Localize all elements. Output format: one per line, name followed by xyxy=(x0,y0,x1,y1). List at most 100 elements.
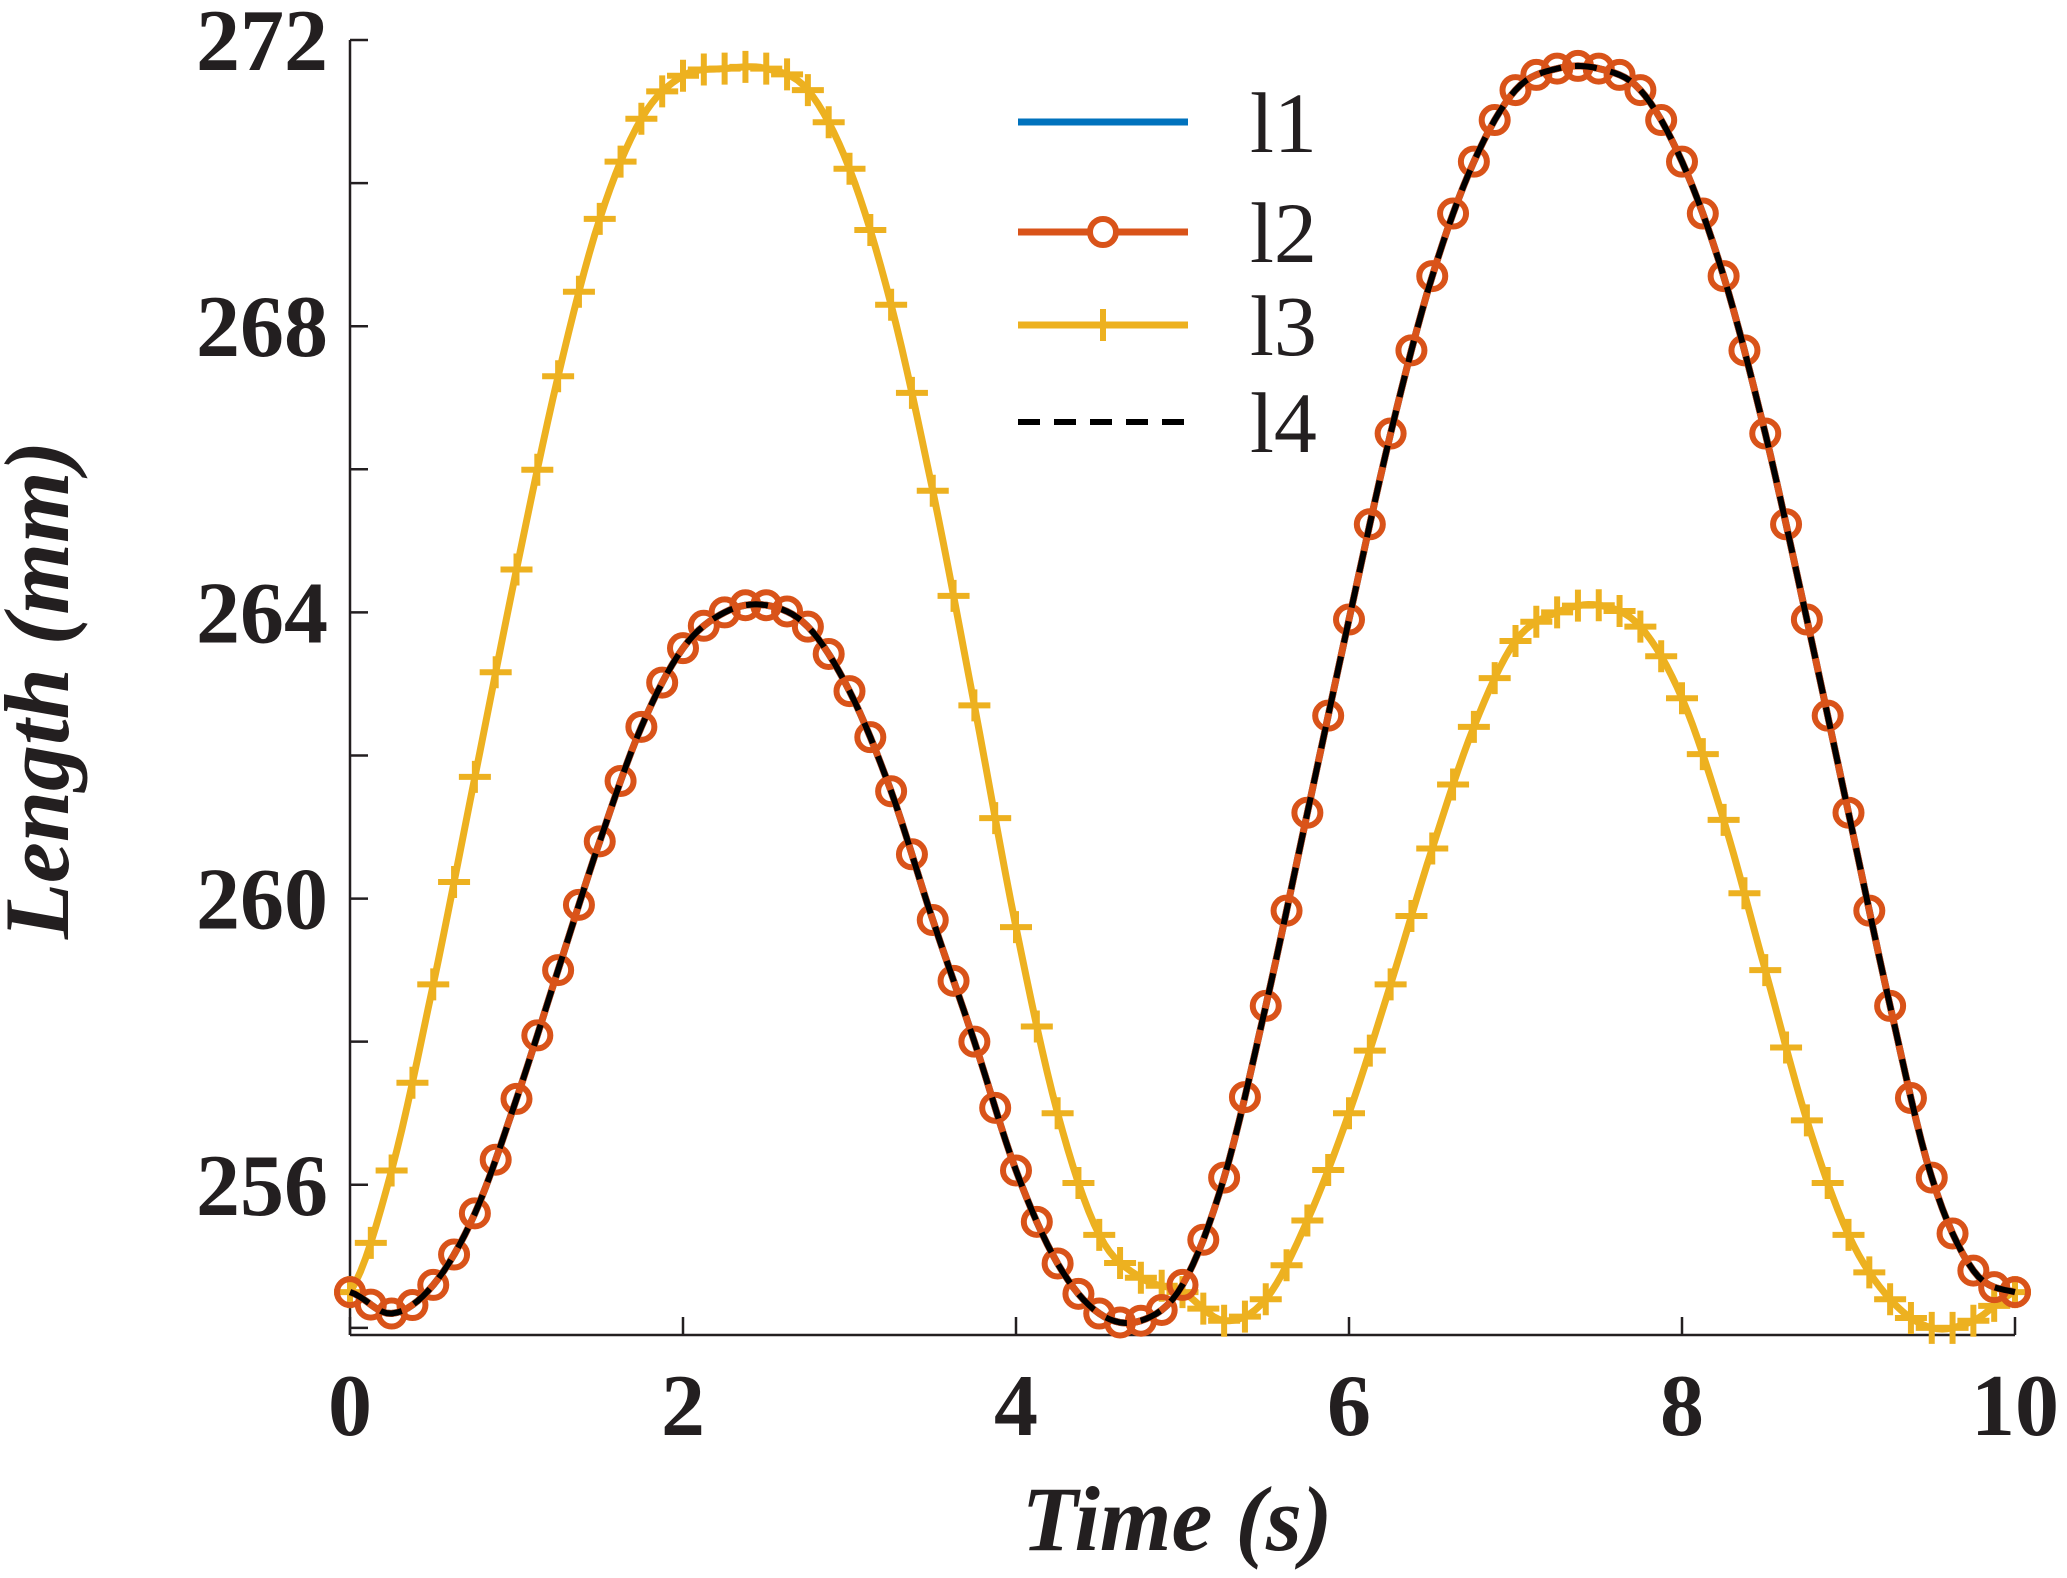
series-marker-l3 xyxy=(1707,803,1740,836)
series-marker-l2 xyxy=(1478,104,1511,137)
legend-label-l3: l3 xyxy=(1250,278,1317,374)
series-marker-l3 xyxy=(396,1066,429,1099)
series-marker-l2 xyxy=(1457,145,1490,178)
series-marker-l2 xyxy=(1728,334,1761,367)
series-line-l4 xyxy=(348,62,2016,1326)
series-marker-l2 xyxy=(875,775,908,808)
series-marker-l2 xyxy=(417,1268,450,1301)
series-marker-l2 xyxy=(916,904,949,937)
series-marker-l3 xyxy=(979,802,1012,835)
series-line-l3 xyxy=(346,63,2017,1333)
series-marker-l3 xyxy=(1083,1218,1116,1251)
series-marker-l3 xyxy=(1499,624,1532,657)
series-marker-l3 xyxy=(1645,640,1678,673)
series-marker-l3 xyxy=(542,360,575,393)
series-marker-l3 xyxy=(417,968,450,1001)
series-marker-l3 xyxy=(1228,1300,1261,1333)
series-marker-l2 xyxy=(1437,197,1470,230)
series-marker-l2 xyxy=(833,675,866,708)
series-marker-l3 xyxy=(375,1154,408,1187)
series-marker-l3 xyxy=(937,579,970,612)
series-marker-l2 xyxy=(958,1025,991,1058)
series-marker-l2 xyxy=(1499,74,1532,107)
x-tick-label: 2 xyxy=(661,1358,705,1455)
series-marker-l2 xyxy=(521,1019,554,1052)
x-tick-label: 10 xyxy=(1971,1358,2059,1455)
series-marker-l3 xyxy=(500,553,533,586)
series-layer xyxy=(334,49,2031,1344)
series-marker-l3 xyxy=(1187,1292,1220,1325)
series-marker-l2 xyxy=(1624,74,1657,107)
series-marker-l3 xyxy=(750,52,783,85)
series-marker-l3 xyxy=(1395,900,1428,933)
series-marker-l3 xyxy=(1416,832,1449,865)
series-marker-l2 xyxy=(1145,1293,1178,1326)
series-line-l2 xyxy=(348,62,2016,1327)
series-marker-l2 xyxy=(667,632,699,665)
series-marker-l3 xyxy=(1478,662,1511,695)
legend-label-l4: l4 xyxy=(1250,375,1317,471)
series-marker-l2 xyxy=(1104,1306,1137,1339)
series-marker-l3 xyxy=(1666,682,1698,715)
series-marker-l3 xyxy=(771,58,804,91)
series-marker-l3 xyxy=(916,474,949,507)
series-marker-l3 xyxy=(1312,1153,1345,1186)
series-marker-l2 xyxy=(1686,197,1719,230)
legend-label-l1: l1 xyxy=(1250,75,1317,171)
x-tick-label: 8 xyxy=(1660,1358,1704,1455)
series-marker-l3 xyxy=(604,145,637,178)
series-marker-l3 xyxy=(1894,1302,1927,1335)
series-marker-l2 xyxy=(479,1143,512,1176)
series-marker-l3 xyxy=(625,102,658,135)
series-marker-l3 xyxy=(1749,954,1782,987)
series-marker-l3 xyxy=(1686,738,1719,771)
series-marker-l2 xyxy=(1041,1247,1074,1280)
series-marker-l2 xyxy=(1020,1205,1053,1238)
series-marker-l3 xyxy=(1853,1256,1886,1289)
series-marker-l3 xyxy=(1832,1218,1865,1251)
x-axis-title: Time (s) xyxy=(1022,1468,1333,1570)
series-marker-l2 xyxy=(396,1289,429,1322)
series-marker-l3 xyxy=(1124,1261,1157,1294)
series-marker-l3 xyxy=(1353,1034,1386,1067)
series-marker-l3 xyxy=(562,275,595,308)
series-marker-l3 xyxy=(1790,1104,1823,1137)
series-marker-l3 xyxy=(1208,1304,1241,1337)
series-marker-l3 xyxy=(583,202,616,235)
series-marker-l3 xyxy=(1374,968,1407,1001)
series-marker-l2 xyxy=(979,1091,1012,1124)
legend-marker-l3 xyxy=(1087,309,1119,341)
series-marker-l2 xyxy=(1603,58,1636,91)
series-marker-l3 xyxy=(667,59,699,92)
y-tick-label: 268 xyxy=(196,279,328,376)
axes: 0 2 4 6 8 10 256 260 264 268 272 xyxy=(196,0,2059,1455)
y-tick-label: 260 xyxy=(196,852,328,949)
series-marker-l3 xyxy=(1978,1289,2011,1322)
series-marker-l2 xyxy=(1062,1277,1095,1310)
series-marker-l3 xyxy=(1020,1010,1053,1043)
series-marker-l2 xyxy=(562,888,595,921)
series-marker-l2 xyxy=(438,1238,471,1271)
series-marker-l3 xyxy=(1874,1283,1907,1316)
series-marker-l2 xyxy=(1749,417,1782,450)
series-marker-l3 xyxy=(1582,589,1615,622)
series-marker-l2 xyxy=(1707,260,1740,293)
series-marker-l2 xyxy=(1208,1161,1241,1194)
series-marker-l3 xyxy=(1062,1166,1095,1199)
series-marker-l3 xyxy=(1291,1204,1324,1237)
series-marker-l2 xyxy=(1936,1217,1969,1250)
series-marker-l3 xyxy=(1437,768,1470,801)
series-marker-l3 xyxy=(1041,1097,1074,1130)
y-tick-label: 272 xyxy=(196,0,328,90)
series-marker-l3 xyxy=(1457,710,1490,743)
series-marker-l2 xyxy=(625,710,658,743)
x-tick-label: 0 xyxy=(328,1358,372,1455)
series-marker-l2 xyxy=(771,595,804,628)
legend-label-l2: l2 xyxy=(1250,185,1317,281)
series-marker-l3 xyxy=(458,760,491,793)
y-tick-label: 256 xyxy=(196,1138,328,1235)
series-marker-l2 xyxy=(1416,260,1449,293)
series-marker-l3 xyxy=(833,152,866,185)
